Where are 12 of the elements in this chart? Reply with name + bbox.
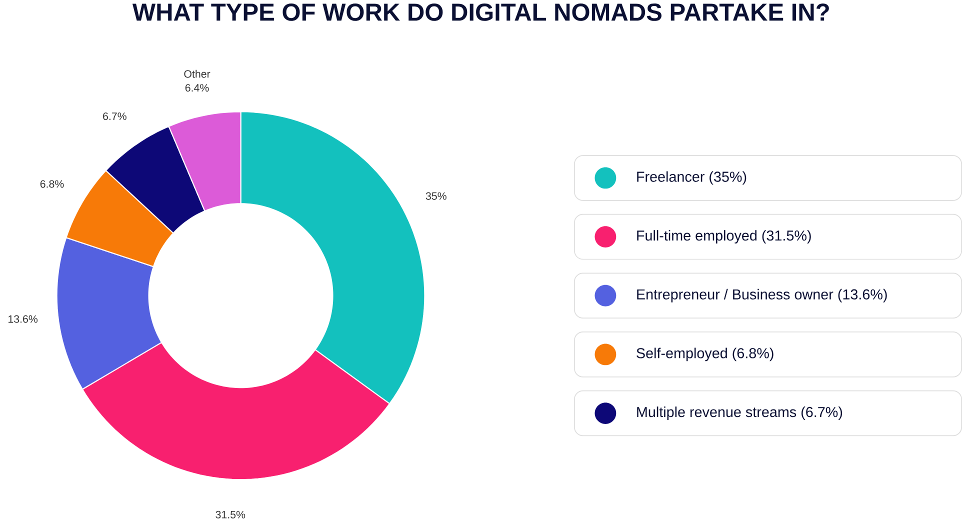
legend-label: Entrepreneur / Business owner (13.6%)	[637, 288, 887, 302]
data-label: 13.6%	[8, 315, 38, 323]
data-label: 31.5%	[216, 510, 246, 518]
data-label: 6.7%	[103, 112, 126, 120]
chart-title: WHAT TYPE OF WORK DO DIGITAL NOMADS PARTAKE IN?	[132, 4, 829, 21]
legend-label: Self-employed (6.8%)	[636, 348, 774, 362]
data-label: 6.8%	[40, 180, 64, 188]
data-label: 35%	[426, 192, 446, 200]
legend-label: Multiple revenue streams (6.7%)	[637, 406, 842, 420]
data-label: Other 6.4%	[184, 70, 210, 92]
legend-label: Full-time employed (31.5%)	[637, 230, 811, 244]
legend-label: Freelancer (35%)	[637, 171, 746, 185]
